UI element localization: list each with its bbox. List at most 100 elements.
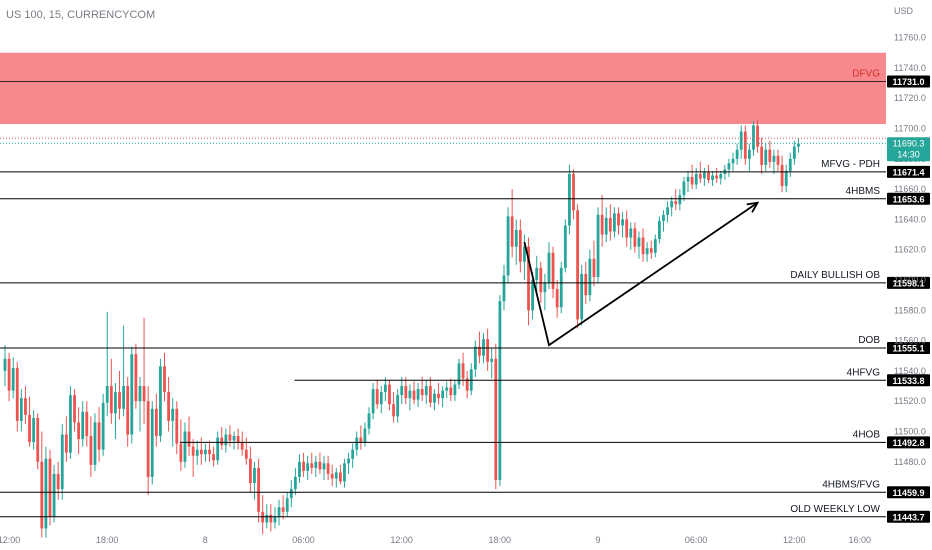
candle-body — [77, 422, 81, 440]
candle-body — [326, 463, 330, 474]
level-label: 4HBMS — [846, 186, 881, 197]
candle-body — [330, 473, 334, 479]
candle-body — [752, 125, 755, 150]
candle-body — [64, 434, 68, 453]
candle-body — [253, 467, 256, 484]
candle-body — [69, 395, 72, 453]
candle-body — [465, 378, 469, 391]
candle-body — [154, 408, 158, 437]
candle-body — [694, 173, 698, 185]
candle-body — [375, 389, 379, 405]
candle-body — [653, 239, 657, 253]
candle-body — [400, 386, 404, 396]
candle-body — [97, 422, 101, 450]
level-label: MFVG - PDH — [821, 159, 880, 170]
candle-body — [208, 449, 211, 455]
candle-body — [739, 131, 743, 150]
candle-body — [747, 149, 751, 159]
candle-body — [187, 431, 191, 447]
candle-body — [138, 386, 142, 402]
candle-body — [449, 387, 453, 396]
y-tick-label: 11520.0 — [894, 396, 926, 406]
level-badge-text: 11555.1 — [892, 344, 924, 354]
candle-body — [658, 220, 661, 240]
candle-body — [122, 386, 126, 409]
x-tick-label: 12:00 — [783, 535, 806, 545]
candle-body — [19, 398, 23, 421]
candle-body — [371, 389, 375, 414]
candle-body — [85, 411, 89, 437]
candle-body — [285, 498, 289, 512]
candle-body — [420, 389, 424, 396]
candle-body — [518, 230, 522, 262]
candle-body — [768, 149, 772, 162]
candle-body — [539, 267, 543, 293]
candle-body — [617, 213, 620, 226]
candle-body — [649, 248, 653, 253]
x-tick-label: 12:00 — [390, 535, 413, 545]
candle-body — [510, 216, 514, 247]
candle-body — [396, 395, 400, 417]
candle-body — [608, 217, 612, 232]
candle-body — [637, 237, 641, 247]
candle-body — [293, 476, 297, 490]
candle-body — [445, 387, 449, 391]
candle-body — [24, 398, 27, 415]
candle-body — [240, 442, 244, 450]
candle-body — [559, 267, 563, 308]
x-axis: 12:00 18:00 8 06:00 12:00 18:00 9 06:00 12:00 16:… — [0, 535, 871, 545]
candle-body — [416, 389, 420, 400]
candle-body — [568, 173, 571, 226]
candle-body — [32, 417, 36, 443]
level-badge-text: 11653.6 — [892, 194, 924, 204]
arrow-layer — [523, 201, 760, 347]
candle-body — [719, 173, 723, 179]
candle-body — [249, 458, 252, 484]
candle-body — [73, 395, 76, 423]
candle-body — [457, 363, 461, 385]
candle-body — [232, 436, 236, 441]
candle-body — [604, 217, 608, 235]
candle-body — [81, 411, 85, 440]
candle-body — [7, 358, 11, 391]
price-scale[interactable] — [886, 0, 932, 550]
symbol-title: US 100, 15, CURRENCYCOM — [6, 9, 155, 21]
candle-body — [314, 461, 318, 468]
candle-body — [224, 434, 228, 446]
x-tick-label: 18:00 — [489, 535, 512, 545]
current-price-badge — [887, 137, 930, 162]
candle-body — [146, 401, 150, 477]
dfvg-zone — [0, 52, 886, 124]
candle-body — [735, 149, 739, 159]
x-tick-label: 06:00 — [685, 535, 708, 545]
candle-body — [114, 392, 117, 414]
candle-body — [52, 473, 56, 517]
candle-body — [764, 149, 768, 165]
x-tick-label: 16:00 — [848, 535, 871, 545]
candle-body — [613, 213, 616, 232]
level-badge — [887, 276, 930, 289]
currency-label: USD — [894, 6, 914, 16]
candle-body — [498, 301, 502, 480]
level-badge-text: 11533.8 — [892, 376, 924, 386]
level-badge — [887, 165, 930, 178]
candle-body — [707, 172, 710, 181]
candle-body — [527, 246, 530, 311]
candle-body — [179, 443, 183, 462]
current-price-value: 11690.3 — [893, 139, 925, 149]
dfvg-price-badge — [887, 75, 930, 88]
candle-body — [690, 176, 694, 185]
candle-body — [11, 367, 15, 391]
candle-body — [28, 414, 31, 443]
candle-body — [236, 436, 240, 443]
candle-body — [56, 473, 60, 490]
level-label: 4HBMS/FVG — [822, 479, 880, 490]
candle-body — [514, 230, 518, 247]
y-tick-label: 11600.0 — [894, 275, 926, 285]
candle-body — [473, 346, 477, 370]
candle-body — [629, 228, 633, 238]
candle-body — [183, 431, 187, 462]
candle-body — [482, 339, 485, 356]
candle-body — [159, 366, 162, 437]
